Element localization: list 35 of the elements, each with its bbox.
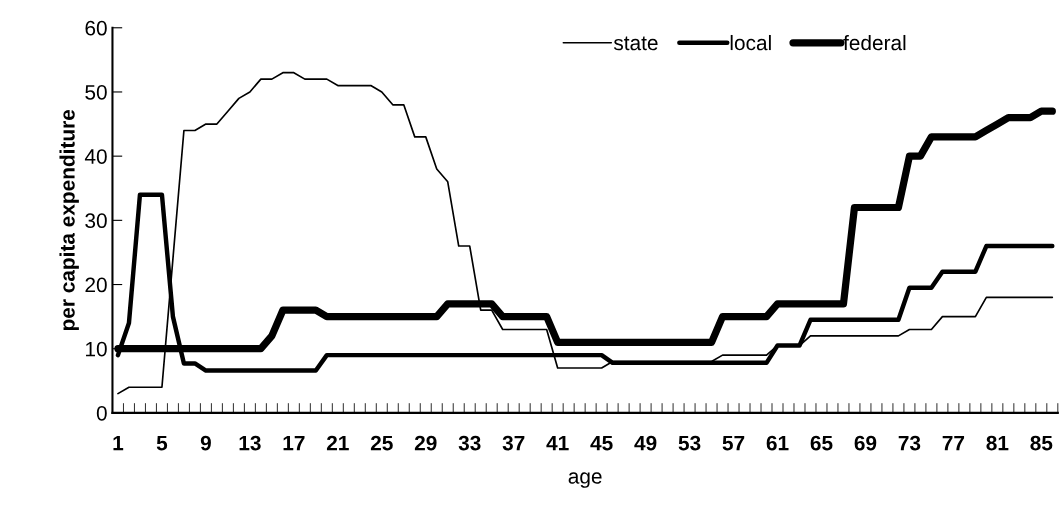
x-tick-label: 85 <box>1030 435 1053 451</box>
x-tick-label: 9 <box>200 435 211 451</box>
x-tick-label: 57 <box>722 435 745 451</box>
x-tick-label: 53 <box>678 435 701 451</box>
x-tick-label: 37 <box>502 435 525 451</box>
x-tick-label: 45 <box>590 435 613 451</box>
y-axis-title: per capita expenditure <box>59 109 79 331</box>
y-tick-label: 20 <box>85 277 107 293</box>
x-tick-label: 41 <box>546 435 569 451</box>
x-tick-label: 77 <box>942 435 965 451</box>
x-tick-label: 25 <box>370 435 393 451</box>
x-tick-label: 13 <box>239 435 261 451</box>
x-tick-label: 61 <box>766 435 789 451</box>
line-series <box>117 71 1054 395</box>
legend-label: state <box>613 36 658 51</box>
y-tick-label: 0 <box>96 405 107 421</box>
x-axis-title: age <box>568 472 602 488</box>
x-tick-label: 81 <box>986 435 1009 451</box>
x-tick-label: 1 <box>113 435 124 451</box>
legend-label: federal <box>843 34 906 51</box>
x-tick-label: 17 <box>283 435 305 451</box>
x-tick-label: 73 <box>898 435 921 451</box>
x-tick-label: 5 <box>156 435 168 451</box>
x-tick-label: 65 <box>810 435 833 451</box>
x-tick-label: 69 <box>854 435 877 451</box>
y-tick-label: 40 <box>84 149 107 164</box>
y-tick-label: 10 <box>86 341 107 357</box>
y-tick-label: 50 <box>85 84 107 100</box>
y-tick-label: 30 <box>85 213 107 229</box>
y-tick-label: 60 <box>85 20 107 36</box>
x-tick-label: 21 <box>326 435 349 451</box>
x-tick-label: 49 <box>634 435 657 451</box>
x-tick-label: 29 <box>414 435 437 451</box>
x-tick-label: 33 <box>458 435 481 451</box>
legend-label: local <box>730 34 771 51</box>
